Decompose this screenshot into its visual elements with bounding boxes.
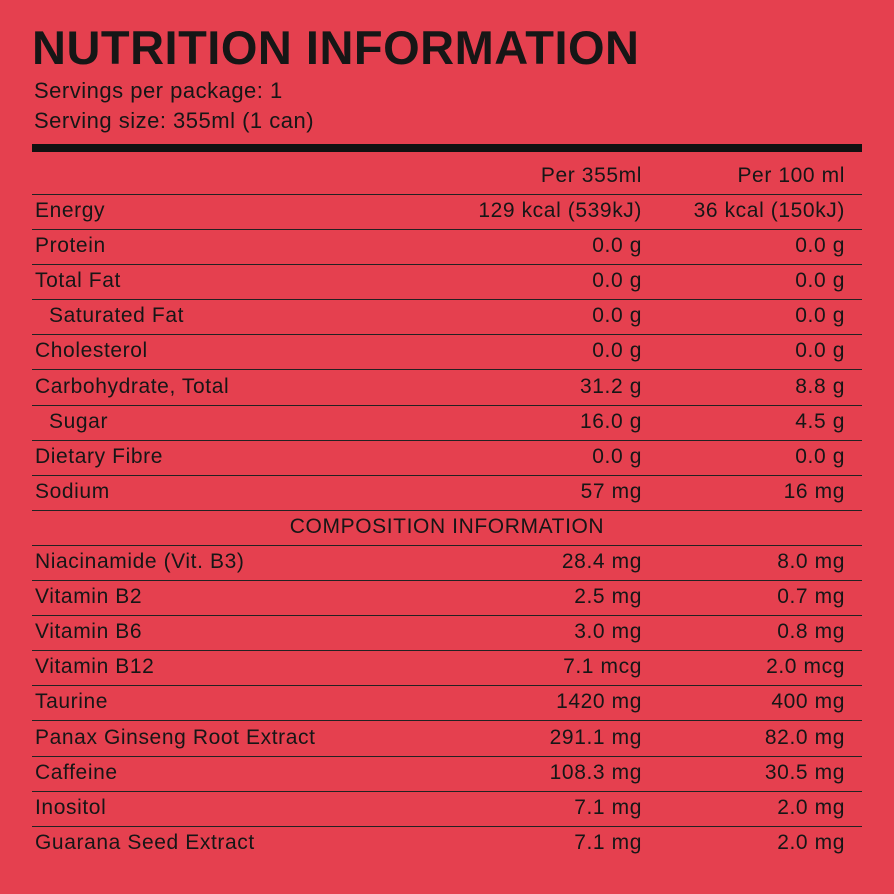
cell-value: 129 kcal (539kJ): [478, 199, 642, 222]
cell-label: Energy: [35, 199, 106, 222]
servings-per-package: Servings per package: 1: [34, 78, 283, 103]
cell-value: 7.1 mcg: [563, 655, 642, 679]
cell-value: 0.0 g: [592, 304, 642, 328]
cell-value: 31.2 g: [580, 374, 642, 398]
cell-label: Dietary Fibre: [35, 444, 163, 468]
cell-label: Protein: [35, 234, 106, 258]
cell-value: 57 mg: [580, 479, 642, 503]
cell-value: 0.0 g: [795, 444, 845, 468]
column-header: Per 355ml: [540, 164, 642, 187]
table-row: Sodium 57 mg 16 mg: [32, 476, 862, 511]
cell-value: 82.0 mg: [764, 725, 845, 749]
column-header: Per 100 ml: [737, 164, 845, 187]
cell-value: 3.0 mg: [574, 620, 642, 644]
cell-label: Sugar: [49, 409, 109, 433]
cell-label: Panax Ginseng Root Extract: [35, 725, 316, 749]
table-row: Total Fat 0.0 g 0.0 g: [32, 265, 862, 301]
table-row: Caffeine 108.3 mg 30.5 mg: [32, 757, 862, 792]
cell-label: Caffeine: [35, 760, 118, 784]
cell-value: 0.0 g: [592, 444, 642, 468]
table-row: Sugar 16.0 g 4.5 g: [32, 406, 862, 441]
cell-value: 2.0 mcg: [766, 655, 845, 679]
cell-value: 1420 mg: [556, 690, 642, 714]
cell-value: 2.0 mg: [777, 830, 845, 854]
table-row: Vitamin B2 2.5 mg 0.7 mg: [32, 581, 862, 617]
section-row: COMPOSITION INFORMATION: [32, 511, 862, 546]
table-row: Niacinamide (Vit. B3) 28.4 mg 8.0 mg: [32, 546, 862, 581]
cell-label: Vitamin B12: [35, 655, 155, 679]
cell-label: Taurine: [35, 690, 109, 714]
cell-value: 108.3 mg: [549, 760, 642, 784]
cell-value: 28.4 mg: [561, 550, 642, 573]
table-row: Carbohydrate, Total 31.2 g 8.8 g: [32, 371, 862, 406]
cell-value: 0.0 g: [795, 339, 845, 363]
table-row: Guarana Seed Extract 7.1 mg 2.0 mg: [32, 827, 862, 862]
serving-size: Serving size: 355ml (1 can): [34, 108, 315, 133]
cell-label: Guarana Seed Extract: [35, 830, 255, 854]
table-row: Saturated Fat 0.0 g 0.0 g: [32, 300, 862, 336]
divider: [32, 144, 862, 152]
cell-value: 7.1 mg: [574, 795, 642, 819]
cell-value: 400 mg: [771, 690, 845, 714]
cell-value: 7.1 mg: [574, 830, 642, 854]
table-row: Protein 0.0 g 0.0 g: [32, 230, 862, 266]
table-row: Vitamin B12 7.1 mcg 2.0 mcg: [32, 651, 862, 687]
cell-label: Vitamin B2: [35, 585, 143, 609]
cell-value: 0.0 g: [592, 234, 642, 258]
cell-label: Inositol: [35, 795, 107, 819]
column-header-row: Per 355ml Per 100 ml: [32, 160, 862, 195]
cell-value: 0.8 mg: [777, 620, 845, 644]
cell-value: 0.0 g: [795, 269, 845, 293]
cell-value: 36 kcal (150kJ): [693, 199, 845, 222]
cell-value: 0.0 g: [592, 339, 642, 363]
cell-value: 8.8 g: [795, 374, 845, 398]
cell-label: Saturated Fat: [49, 304, 185, 328]
cell-value: 4.5 g: [795, 409, 845, 433]
cell-label: Carbohydrate, Total: [35, 374, 230, 398]
section-title: COMPOSITION INFORMATION: [289, 514, 605, 538]
cell-label: Niacinamide (Vit. B3): [35, 550, 245, 573]
cell-value: 0.0 g: [795, 234, 845, 258]
cell-value: 291.1 mg: [549, 725, 642, 749]
cell-value: 8.0 mg: [777, 550, 845, 573]
cell-value: 2.5 mg: [574, 585, 642, 609]
cell-value: 30.5 mg: [764, 760, 845, 784]
title: NUTRITION INFORMATION: [32, 21, 640, 74]
table-row: Energy 129 kcal (539kJ) 36 kcal (150kJ): [32, 195, 862, 230]
cell-label: Total Fat: [35, 269, 121, 293]
table-row: Dietary Fibre 0.0 g 0.0 g: [32, 441, 862, 476]
table-row: Panax Ginseng Root Extract 291.1 mg 82.0 m…: [32, 722, 862, 757]
cell-value: 16.0 g: [580, 409, 642, 433]
table-row: Taurine 1420 mg 400 mg: [32, 686, 862, 722]
cell-label: Sodium: [35, 479, 110, 503]
cell-value: 16 mg: [783, 479, 845, 503]
table-row: Inositol 7.1 mg 2.0 mg: [32, 792, 862, 827]
cell-value: 0.7 mg: [777, 585, 845, 609]
cell-label: Cholesterol: [35, 339, 148, 363]
cell-value: 0.0 g: [795, 304, 845, 328]
table-row: Cholesterol 0.0 g 0.0 g: [32, 335, 862, 371]
cell-value: 2.0 mg: [777, 795, 845, 819]
cell-value: 0.0 g: [592, 269, 642, 293]
table-row: Vitamin B6 3.0 mg 0.8 mg: [32, 616, 862, 652]
cell-label: Vitamin B6: [35, 620, 143, 644]
